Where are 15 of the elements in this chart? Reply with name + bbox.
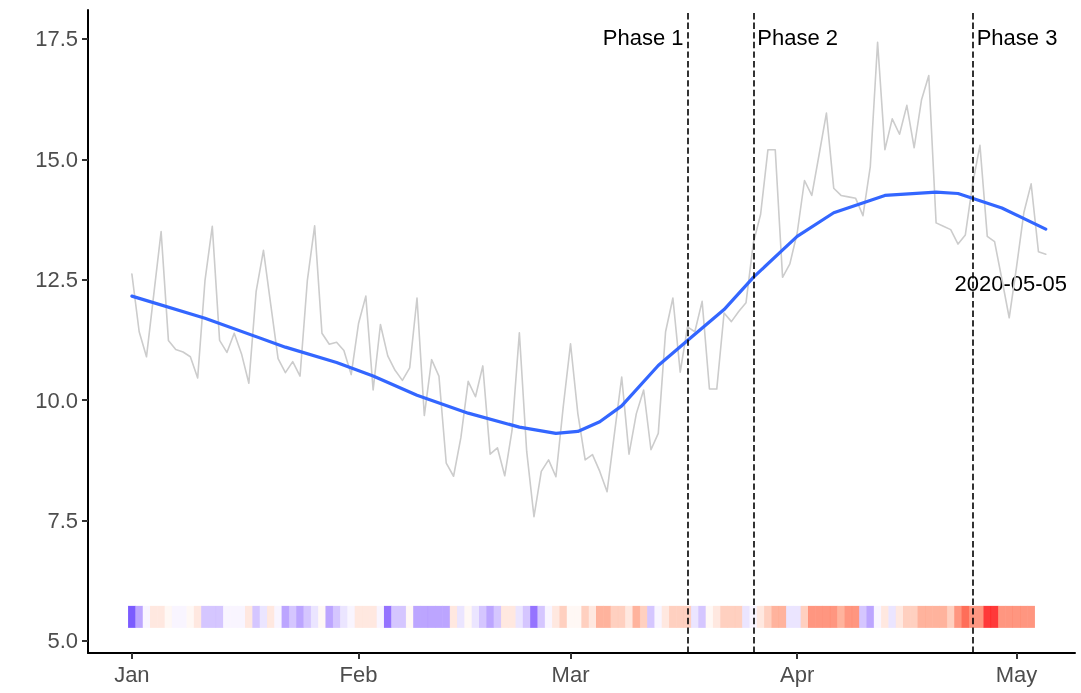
ref-line-label: Phase 1 xyxy=(602,24,684,50)
x-tick-label: Feb xyxy=(339,661,378,687)
y-tick-label: 12.5 xyxy=(35,267,78,293)
x-tick-label: Mar xyxy=(551,661,590,687)
ref-line-label: Phase 3 xyxy=(976,24,1058,50)
y-tick-label: 5.0 xyxy=(47,628,78,654)
annotation: 2020-05-05 xyxy=(954,270,1068,296)
y-tick-label: 17.5 xyxy=(35,26,78,52)
x-tick-label: Jan xyxy=(114,661,150,687)
x-tick-label: Apr xyxy=(780,661,815,687)
y-tick-label: 15.0 xyxy=(35,146,78,172)
y-tick-label: 7.5 xyxy=(47,508,78,534)
y-tick-label: 10.0 xyxy=(35,387,78,413)
ref-line-label: Phase 2 xyxy=(757,24,839,50)
x-tick-label: May xyxy=(995,661,1038,687)
